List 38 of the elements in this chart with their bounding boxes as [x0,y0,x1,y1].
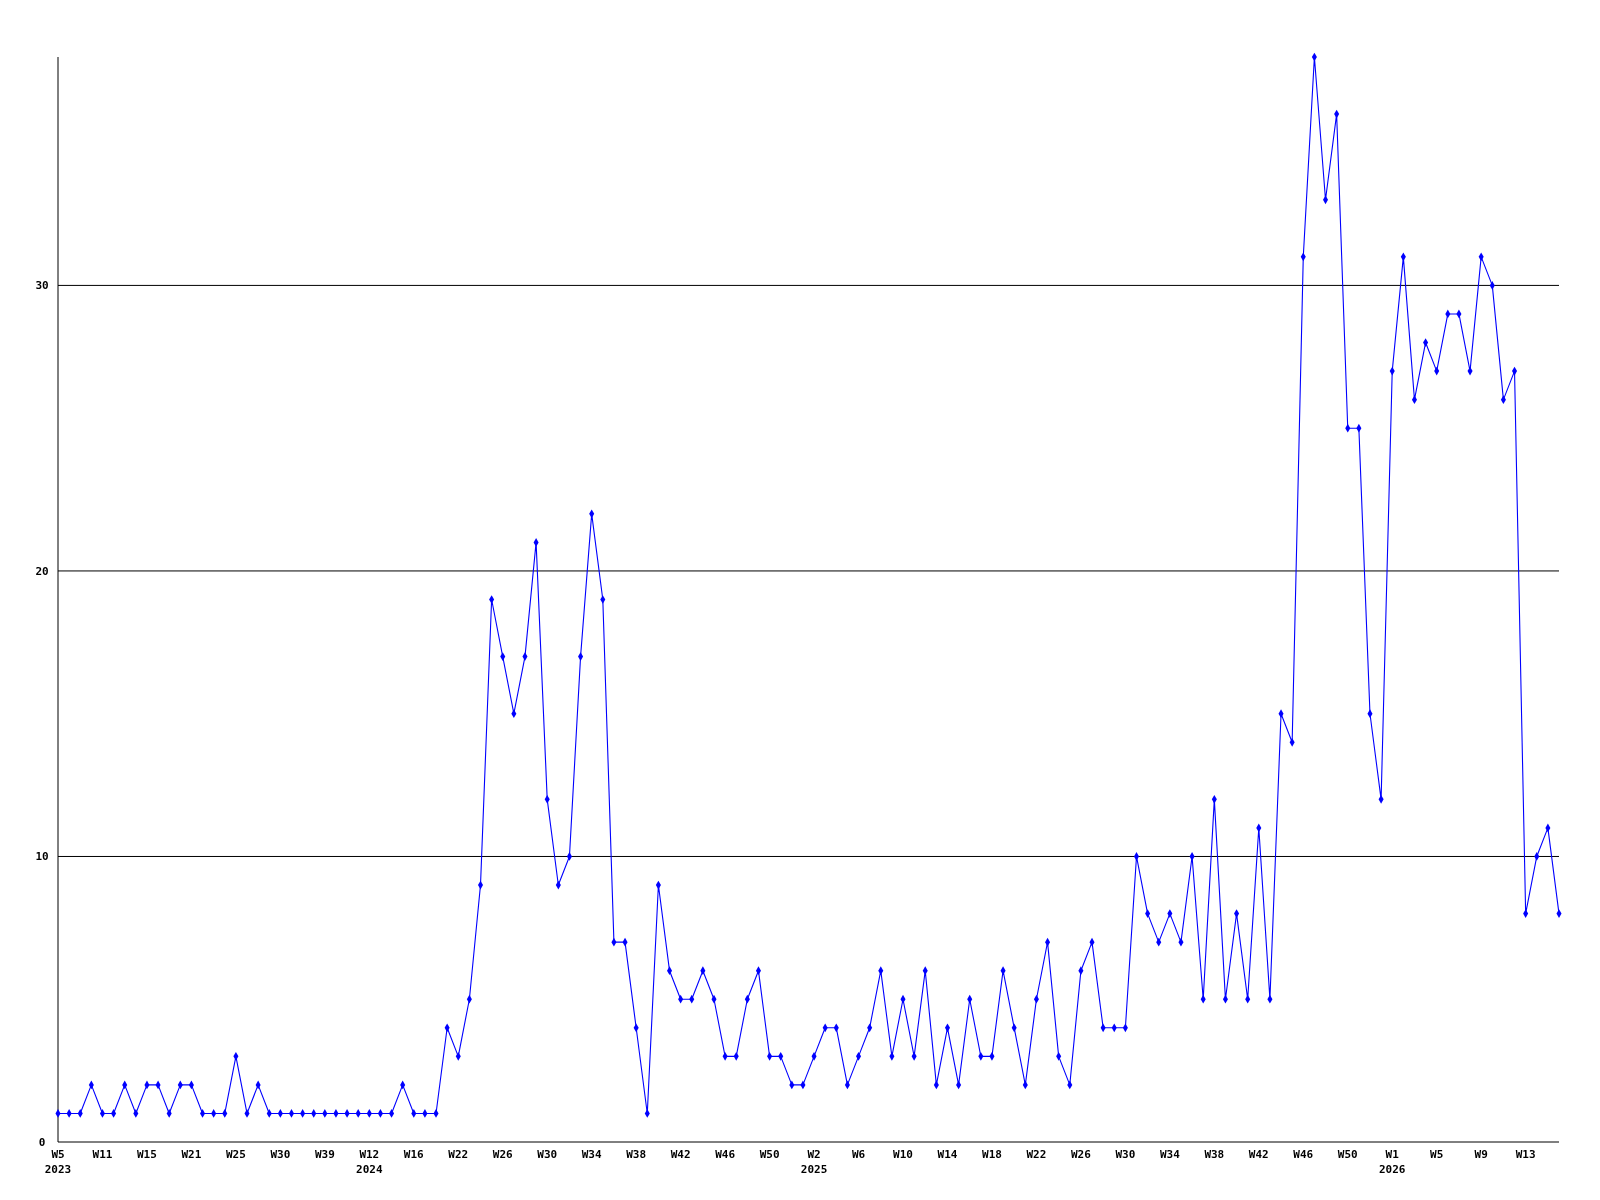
x-tick-label: W25 [225,1148,246,1161]
x-tick-label: W38 [1204,1148,1225,1161]
x-tick-label: W12 2024 [356,1148,383,1176]
x-tick-label: W22 [448,1148,469,1161]
x-tick-label: W42 [670,1148,691,1161]
x-tick-label: W34 [581,1148,602,1161]
x-tick-label: W22 [1026,1148,1047,1161]
x-tick-label: W30 [270,1148,291,1161]
x-tick-label: W38 [626,1148,647,1161]
x-tick-label: W26 [492,1148,514,1161]
y-tick-label: 0 [38,1136,46,1149]
y-tick-label: 30 [35,279,49,293]
x-tick-label: W9 [1474,1148,1488,1161]
x-tick-label: W18 [982,1148,1002,1161]
y-tick-label: 20 [35,564,49,578]
x-tick-label: W6 [851,1148,866,1161]
x-tick-label: W1 2026 [1378,1148,1406,1176]
y-tick-label: 10 [35,850,49,864]
x-tick-label: W46 [715,1148,736,1161]
x-tick-label: W14 [937,1148,958,1161]
x-tick-label: W15 [137,1148,157,1161]
x-tick-label: W46 [1293,1148,1314,1161]
x-tick-label: W50 [1337,1148,1358,1161]
x-tick-label: W26 [1070,1148,1092,1161]
x-tick-label: W50 [759,1148,780,1161]
x-tick-label: W42 [1248,1148,1269,1161]
x-tick-label: W10 [893,1148,913,1161]
x-tick-label: W21 [181,1148,202,1161]
x-tick-label: W5 [1430,1148,1444,1161]
x-tick-label: W34 [1159,1148,1181,1161]
x-tick-label: W30 [1115,1148,1136,1161]
x-tick-label: W39 [314,1148,335,1161]
x-tick-label: W13 [1515,1148,1536,1161]
x-tick-label: W2 2025 [800,1148,828,1176]
x-tick-label: W16 [403,1148,425,1161]
x-tick-label: W5 2023 [44,1148,72,1176]
x-tick-label: W11 [92,1148,113,1161]
x-tick-label: W30 [537,1148,558,1161]
